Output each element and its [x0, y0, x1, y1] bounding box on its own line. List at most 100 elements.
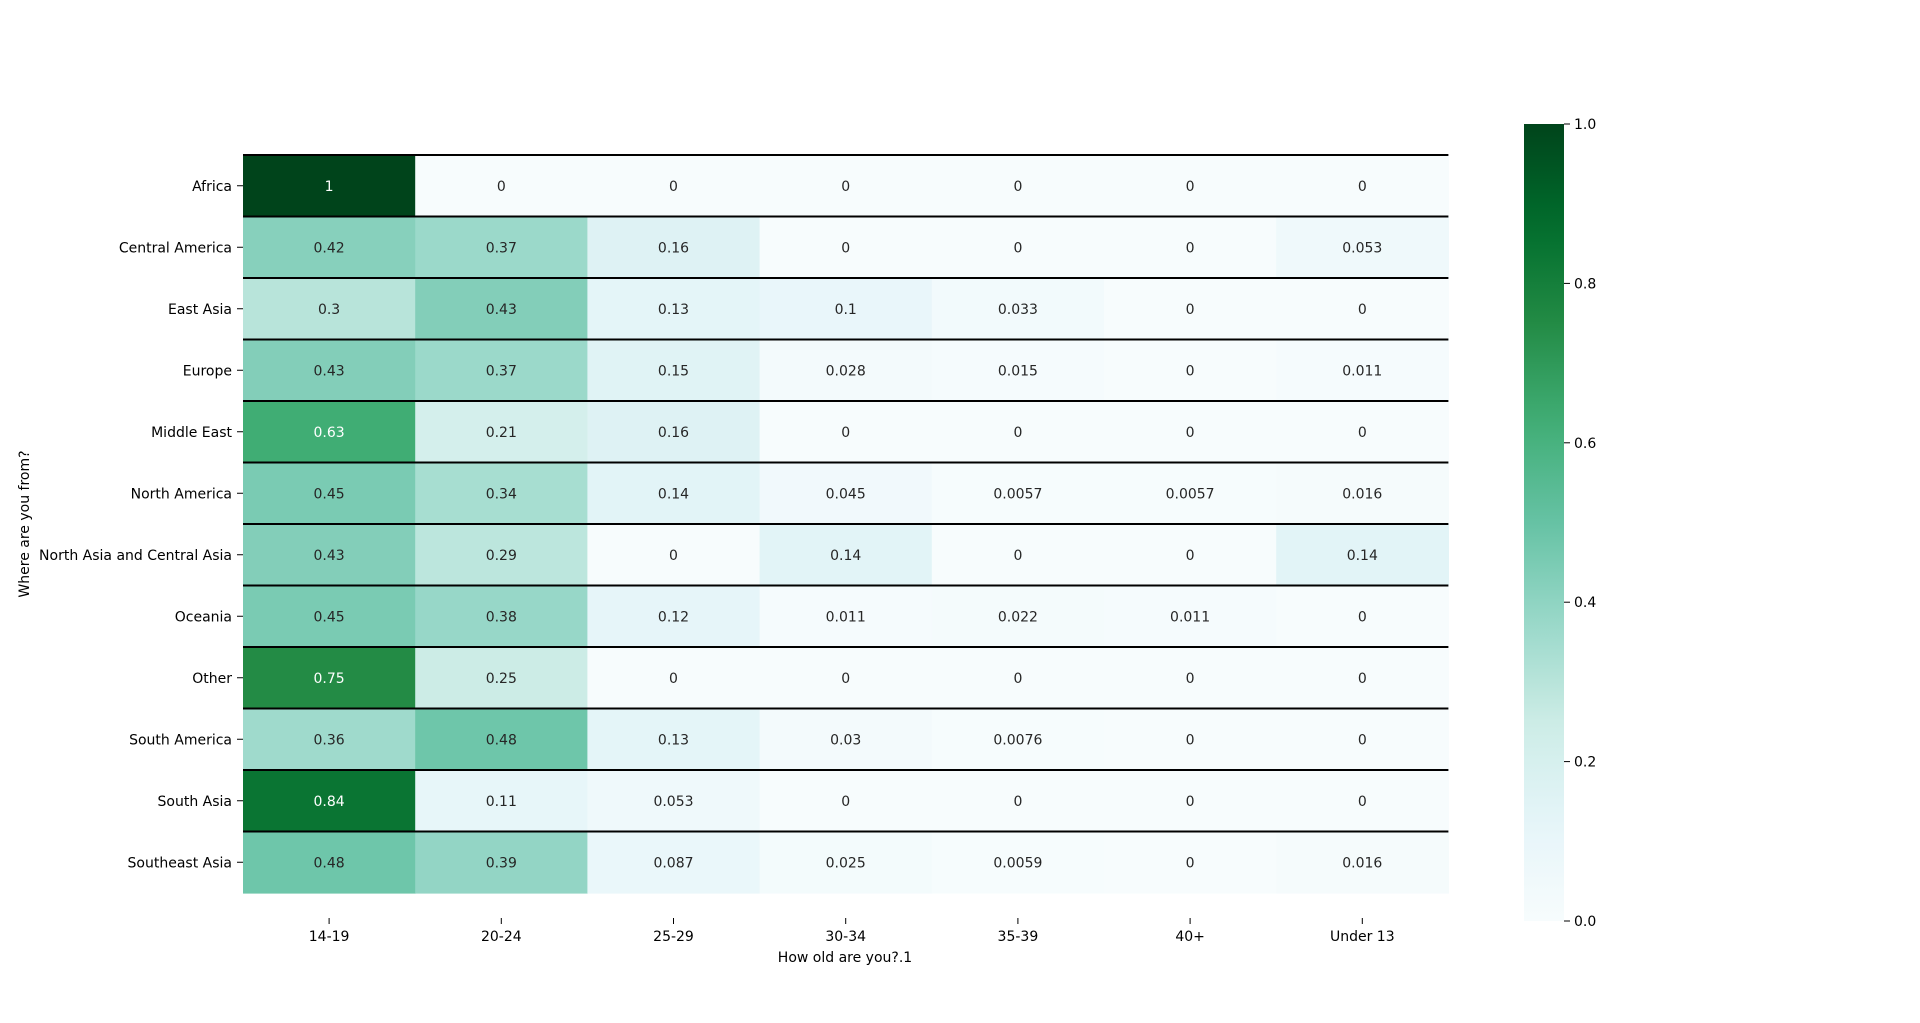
cell-value-label: 0	[841, 240, 850, 256]
cell-value-label: 0.75	[314, 671, 345, 687]
heatmap-cell	[587, 278, 761, 341]
y-tick-label: Southeast Asia	[128, 855, 232, 871]
colorbar: 0.0 0.2 0.4 0.6 0.8 1.0	[1524, 117, 1596, 930]
cell-value-label: 0.033	[998, 302, 1038, 318]
heatmap-cell	[1276, 216, 1449, 279]
heatmap-cell	[243, 401, 416, 464]
y-tick-label: East Asia	[168, 302, 232, 318]
heatmap-cell	[243, 647, 416, 710]
x-axis-label: How old are you?.1	[778, 950, 912, 966]
heatmap-cell	[587, 339, 761, 402]
cell-value-label: 0	[1013, 671, 1022, 687]
heatmap-cell	[243, 585, 416, 648]
heatmap-cell	[415, 524, 588, 587]
cell-value-label: 0.011	[1170, 609, 1210, 625]
cell-value-label: 0	[1186, 363, 1195, 379]
heatmap-cell	[587, 585, 761, 648]
colorbar-tick-label: 0.4	[1574, 595, 1596, 611]
cell-value-label: 0.37	[486, 240, 517, 256]
cell-value-label: 0	[1186, 732, 1195, 748]
heatmap-cell	[931, 155, 1105, 218]
cell-value-label: 0.43	[314, 548, 345, 564]
heatmap-cell	[415, 155, 588, 218]
y-tick-label: South Asia	[158, 794, 232, 810]
cell-value-label: 0.34	[486, 486, 517, 502]
cell-value-label: 0.16	[658, 425, 689, 441]
heatmap-cell	[1276, 770, 1449, 833]
y-axis-label: Where are you from?	[17, 450, 33, 597]
heatmap-cell	[759, 831, 933, 894]
cell-value-label: 0	[1013, 240, 1022, 256]
heatmap-cell	[931, 708, 1105, 771]
heatmap-cell	[587, 708, 761, 771]
cell-value-label: 0	[1358, 732, 1367, 748]
heatmap-cell	[415, 647, 588, 710]
heatmap-cell	[931, 462, 1105, 525]
heatmap-cell	[243, 524, 416, 587]
cell-value-label: 0.11	[486, 794, 517, 810]
cell-value-label: 0.13	[658, 302, 689, 318]
heatmap-cell	[587, 401, 761, 464]
colorbar-tick-label: 0.8	[1574, 276, 1596, 292]
cell-value-label: 0.45	[314, 609, 345, 625]
heatmap-cell	[1104, 339, 1277, 402]
heatmap-cell	[1104, 462, 1277, 525]
heatmap-cell	[415, 708, 588, 771]
heatmap-cell	[1276, 831, 1449, 894]
cell-value-label: 0.0076	[993, 732, 1042, 748]
heatmap-cell	[587, 647, 761, 710]
heatmap-cell	[1104, 647, 1277, 710]
heatmap-cell	[1104, 831, 1277, 894]
cell-value-label: 0	[1186, 794, 1195, 810]
cell-value-label: 0	[1358, 609, 1367, 625]
cell-value-label: 0.1	[835, 302, 857, 318]
cell-value-label: 0.43	[314, 363, 345, 379]
cell-value-label: 0	[1186, 179, 1195, 195]
y-tick-label: South America	[129, 732, 232, 748]
heatmap-cell	[1276, 339, 1449, 402]
cell-value-label: 0.0057	[993, 486, 1042, 502]
cell-value-label: 0	[1186, 425, 1195, 441]
cell-value-label: 0	[841, 794, 850, 810]
heatmap-cell	[1104, 278, 1277, 341]
cell-value-label: 0.45	[314, 486, 345, 502]
x-tick-label: 40+	[1175, 929, 1205, 945]
colorbar-tick-label: 0.2	[1574, 755, 1596, 771]
heatmap-cell	[587, 831, 761, 894]
cell-value-label: 0.29	[486, 548, 517, 564]
heatmap-cell	[243, 155, 416, 218]
heatmap-cell	[1104, 401, 1277, 464]
cell-value-label: 0.025	[826, 855, 866, 871]
cell-value-label: 0	[1013, 179, 1022, 195]
colorbar-tick-label: 1.0	[1574, 117, 1596, 133]
heatmap-cell	[587, 155, 761, 218]
heatmap-cell	[243, 831, 416, 894]
heatmap-cell	[415, 462, 588, 525]
cell-value-label: 0.13	[658, 732, 689, 748]
cell-value-label: 0.087	[653, 855, 693, 871]
heatmap-cells: 1 0 0 0 0 0 0 0.42 0.37 0.16 0 0 0 0.053 0.3 0.43 0.13 0.…	[243, 155, 1449, 894]
heatmap-cell	[243, 708, 416, 771]
cell-value-label: 0	[669, 179, 678, 195]
heatmap-cell	[243, 462, 416, 525]
heatmap-cell	[759, 647, 933, 710]
heatmap-cell	[931, 647, 1105, 710]
heatmap-cell	[1276, 401, 1449, 464]
heatmap-cell	[931, 831, 1105, 894]
cell-value-label: 0	[497, 179, 506, 195]
y-tick-label: North America	[131, 486, 232, 502]
cell-value-label: 0.0059	[993, 855, 1042, 871]
heatmap-cell	[759, 524, 933, 587]
cell-value-label: 0.12	[658, 609, 689, 625]
cell-value-label: 0.3	[318, 302, 340, 318]
cell-value-label: 0.14	[658, 486, 689, 502]
y-tick-label: Middle East	[151, 425, 232, 441]
heatmap-cell	[759, 585, 933, 648]
cell-value-label: 0	[1358, 425, 1367, 441]
heatmap-cell	[931, 524, 1105, 587]
cell-value-label: 0.14	[830, 548, 861, 564]
heatmap-cell	[759, 216, 933, 279]
heatmap-cell	[415, 401, 588, 464]
cell-value-label: 0.39	[486, 855, 517, 871]
heatmap-cell	[243, 770, 416, 833]
